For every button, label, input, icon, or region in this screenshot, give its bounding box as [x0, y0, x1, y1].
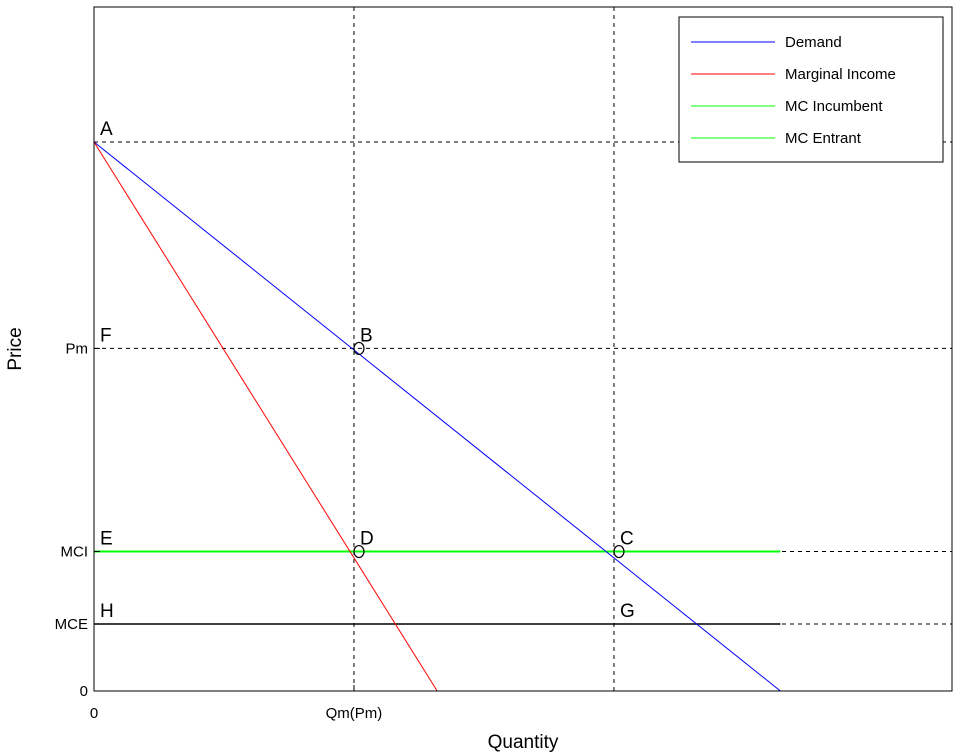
point-label-a: A	[100, 119, 113, 140]
point-label-e: E	[100, 529, 113, 550]
y-tick-label: MCE	[55, 616, 88, 633]
point-marker-c	[613, 544, 625, 559]
point-label-d: D	[360, 529, 374, 550]
point-label-c: C	[620, 529, 634, 550]
x-tick-label: Qm(Pm)	[326, 705, 383, 722]
y-tick-label: Pm	[66, 340, 89, 357]
series-line-marginal-income	[93, 141, 438, 692]
y-tick-label: 0	[80, 683, 88, 700]
x-tick-label: 0	[90, 705, 98, 722]
axes-box	[93, 6, 953, 692]
point-marker-b	[353, 341, 365, 356]
y-tick-label: MCI	[61, 544, 89, 561]
legend-label: MC Incumbent	[785, 98, 883, 115]
point-label-g: G	[620, 601, 635, 622]
point-label-h: H	[100, 601, 114, 622]
x-axis-label: Quantity	[488, 732, 559, 753]
legend-label: Marginal Income	[785, 66, 896, 83]
series-line-demand	[93, 141, 781, 692]
y-axis-label: Price	[5, 327, 26, 370]
point-marker-d	[353, 544, 365, 559]
legend-label: Demand	[785, 34, 842, 51]
legend-label: MC Entrant	[785, 130, 862, 147]
point-label-b: B	[360, 325, 373, 346]
point-label-f: F	[100, 325, 112, 346]
